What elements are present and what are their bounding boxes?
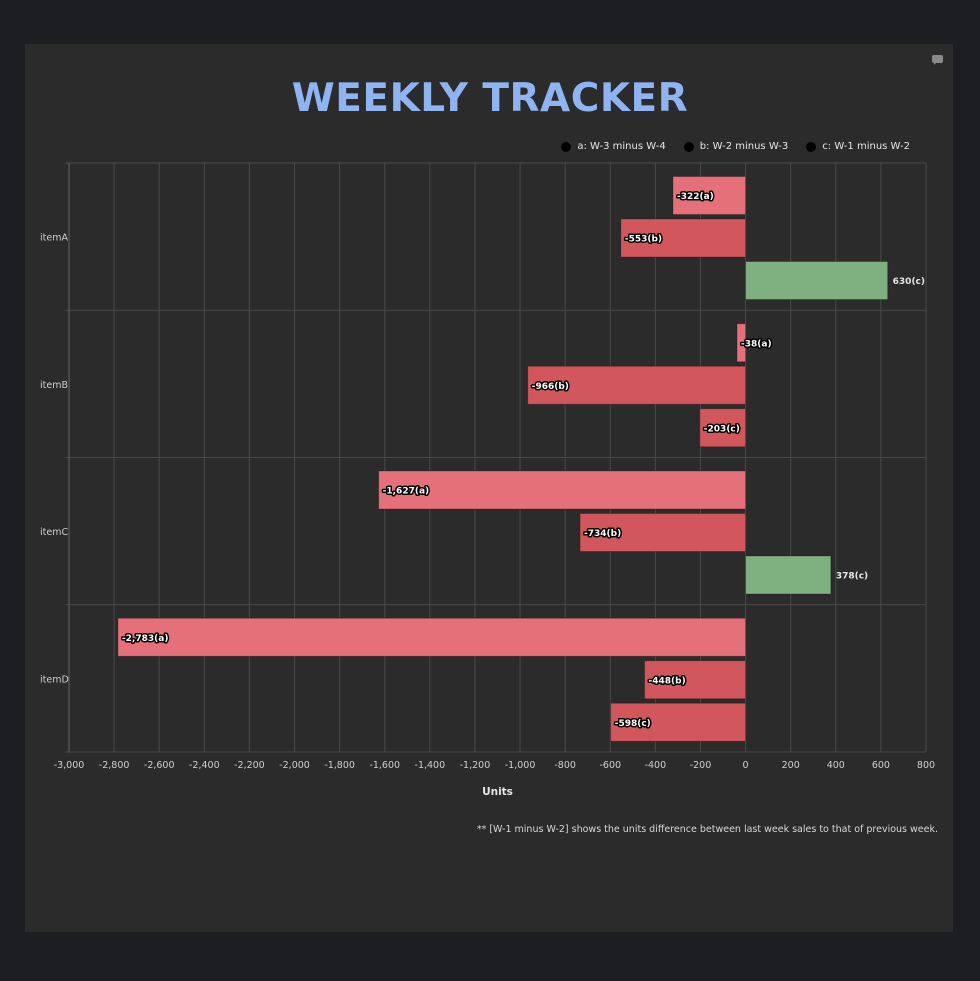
data-label: -966(b): [532, 382, 569, 392]
legend-item-b[interactable]: b: W-2 minus W-3: [683, 141, 789, 152]
x-axis-label: Units: [482, 786, 513, 798]
legend: a: W-3 minus W-4 b: W-2 minus W-3 c: W-1…: [561, 141, 910, 152]
legend-label-c: c: W-1 minus W-2: [822, 141, 910, 152]
legend-item-a[interactable]: a: W-3 minus W-4: [561, 141, 666, 152]
data-label: -38(a): [741, 339, 772, 349]
data-label: -448(b): [649, 676, 686, 686]
legend-marker-c: [806, 141, 817, 152]
x-tick-label: 600: [872, 760, 890, 771]
bar-c[interactable]: [745, 261, 889, 300]
chart-title: WEEKLY TRACKER: [291, 76, 689, 121]
category-label: itemA: [40, 233, 68, 244]
bar-c[interactable]: [699, 408, 747, 448]
bar-b[interactable]: [620, 218, 747, 258]
data-label: -203(c): [704, 424, 740, 434]
data-label-halo: -322(a): [677, 192, 714, 202]
x-tick-label: -1,800: [324, 760, 355, 771]
data-label-halo: -553(b): [625, 235, 662, 245]
bar-b[interactable]: [644, 660, 747, 700]
category-label: itemB: [40, 380, 68, 391]
data-label: -322(a): [677, 192, 714, 202]
data-label: -1,627(a): [383, 487, 430, 497]
category-label: itemC: [40, 527, 68, 538]
x-tick-label: 0: [743, 760, 749, 771]
legend-label-b: b: W-2 minus W-3: [699, 141, 789, 152]
x-tick-label: -2,000: [279, 760, 310, 771]
data-label: -2,783(a): [122, 634, 169, 644]
data-label-halo: -598(c): [615, 719, 651, 729]
legend-label-a: a: W-3 minus W-4: [577, 141, 666, 152]
data-label: 630(c): [893, 277, 925, 287]
x-tick-label: -800: [554, 760, 576, 771]
data-label: -598(c): [615, 719, 651, 729]
data-label-halo: -734(b): [584, 529, 621, 539]
footnote: ** [W-1 minus W-2] shows the units diffe…: [476, 824, 938, 835]
data-label: -553(b): [625, 235, 662, 245]
bar-a[interactable]: [672, 176, 747, 215]
x-tick-label: -200: [690, 760, 712, 771]
data-label-halo: -966(b): [532, 382, 569, 392]
bar-c[interactable]: [610, 702, 747, 742]
x-tick-label: 200: [782, 760, 800, 771]
legend-item-c[interactable]: c: W-1 minus W-2: [806, 141, 910, 152]
x-tick-label: -600: [599, 760, 621, 771]
x-tick-label: -3,000: [54, 760, 85, 771]
x-tick-label: 800: [917, 760, 935, 771]
x-tick-label: -1,000: [505, 760, 536, 771]
x-tick-label: -2,400: [189, 760, 220, 771]
data-label: -734(b): [584, 529, 621, 539]
x-tick-label: -1,600: [369, 760, 400, 771]
legend-marker-b: [683, 141, 694, 152]
x-tick-label: 400: [827, 760, 845, 771]
bar-a[interactable]: [117, 617, 747, 657]
x-tick-label: -1,200: [460, 760, 491, 771]
category-label: itemD: [40, 674, 69, 685]
legend-marker-a: [561, 141, 572, 152]
data-label: 378(c): [836, 572, 868, 582]
comment-icon[interactable]: [932, 55, 943, 65]
x-tick-label: -1,400: [415, 760, 446, 771]
data-label-halo: -1,627(a): [383, 487, 430, 497]
x-tick-label: -400: [645, 760, 667, 771]
data-label-halo: -38(a): [741, 339, 772, 349]
x-tick-label: -2,800: [99, 760, 130, 771]
data-label-halo: -203(c): [704, 424, 740, 434]
bar-c[interactable]: [745, 555, 832, 595]
data-label-halo: -448(b): [649, 676, 686, 686]
bar-b[interactable]: [527, 365, 747, 405]
bar-a[interactable]: [378, 470, 747, 510]
x-tick-label: -2,200: [234, 760, 265, 771]
bar-b[interactable]: [579, 513, 747, 552]
bar-a[interactable]: [736, 323, 747, 363]
data-label-halo: -2,783(a): [122, 634, 169, 644]
x-tick-label: -2,600: [144, 760, 175, 771]
